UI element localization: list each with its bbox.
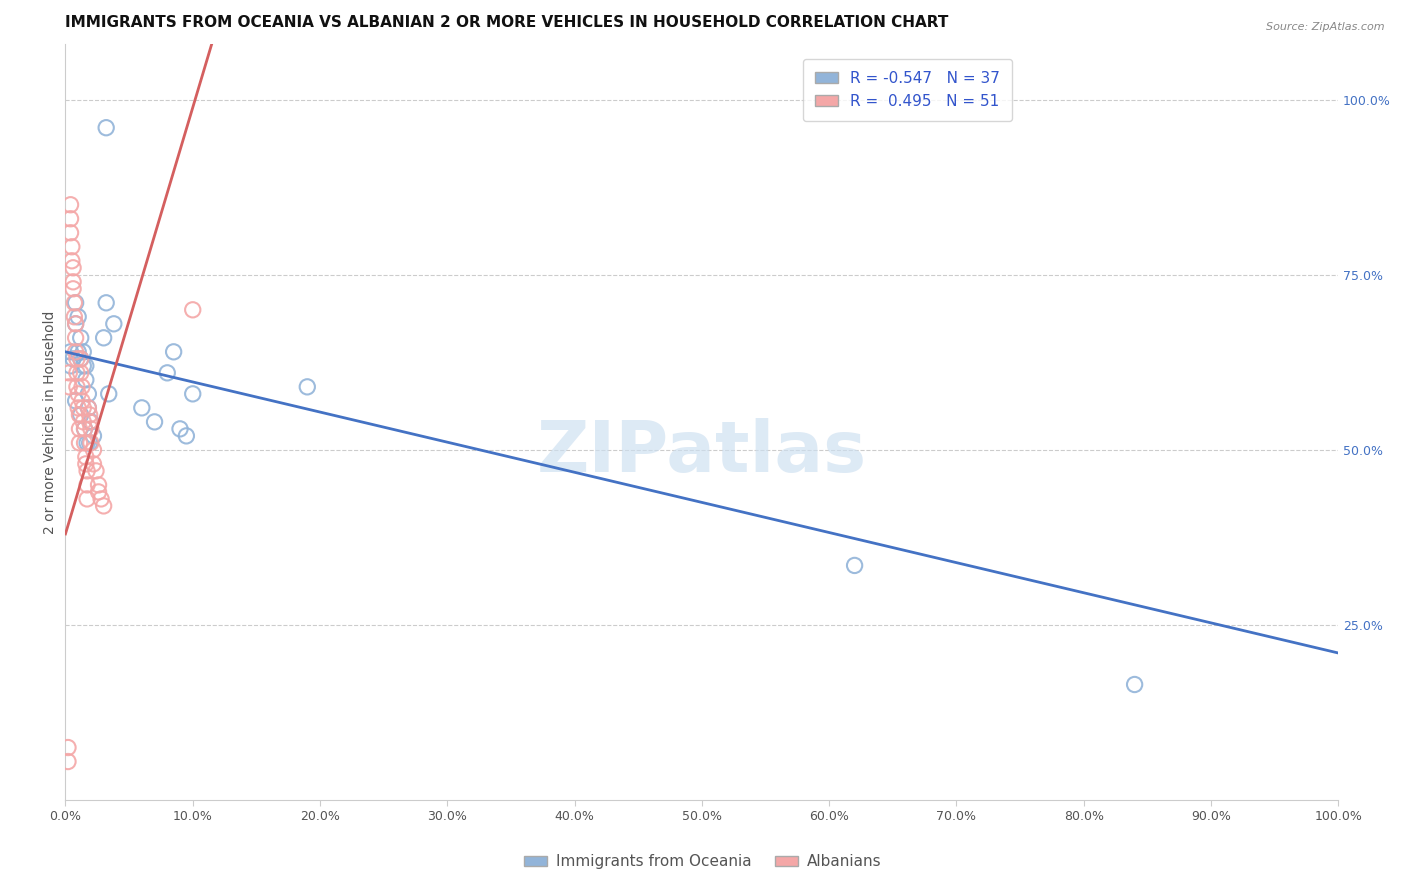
- Point: [65, 344, 87, 359]
- Point: [73, 422, 96, 436]
- Point: [69, 422, 91, 436]
- Point: [67, 401, 90, 415]
- Point: [66, 366, 89, 380]
- Point: [79, 408, 101, 422]
- Point: [58, 366, 80, 380]
- Point: [65, 295, 87, 310]
- Point: [82, 429, 104, 443]
- Point: [58, 380, 80, 394]
- Point: [69, 351, 91, 366]
- Point: [77, 387, 100, 401]
- Point: [181, 387, 204, 401]
- Point: [63, 295, 86, 310]
- Point: [69, 351, 91, 366]
- Point: [60, 240, 83, 254]
- Point: [72, 359, 94, 373]
- Point: [73, 422, 96, 436]
- Point: [77, 401, 100, 415]
- Point: [73, 435, 96, 450]
- Point: [65, 317, 87, 331]
- Point: [65, 393, 87, 408]
- Point: [59, 344, 82, 359]
- Point: [69, 435, 91, 450]
- Point: [103, 317, 125, 331]
- Point: [143, 415, 166, 429]
- Point: [96, 120, 118, 135]
- Point: [84, 464, 107, 478]
- Point: [80, 435, 103, 450]
- Point: [80, 422, 103, 436]
- Point: [62, 260, 84, 275]
- Point: [62, 282, 84, 296]
- Point: [59, 211, 82, 226]
- Point: [69, 408, 91, 422]
- Point: [76, 464, 98, 478]
- Point: [75, 373, 97, 387]
- Point: [75, 359, 97, 373]
- Point: [82, 457, 104, 471]
- Point: [59, 359, 82, 373]
- Point: [69, 366, 91, 380]
- Point: [69, 331, 91, 345]
- Point: [66, 351, 89, 366]
- Point: [93, 331, 115, 345]
- Point: [59, 226, 82, 240]
- Point: [70, 393, 93, 408]
- Point: [176, 429, 198, 443]
- Text: IMMIGRANTS FROM OCEANIA VS ALBANIAN 2 OR MORE VEHICLES IN HOUSEHOLD CORRELATION : IMMIGRANTS FROM OCEANIA VS ALBANIAN 2 OR…: [66, 15, 949, 30]
- Point: [163, 344, 186, 359]
- Point: [63, 310, 86, 324]
- Point: [70, 380, 93, 394]
- Point: [76, 435, 98, 450]
- Point: [72, 401, 94, 415]
- Point: [87, 484, 110, 499]
- Text: Source: ZipAtlas.com: Source: ZipAtlas.com: [1267, 22, 1385, 32]
- Point: [79, 435, 101, 450]
- Point: [72, 415, 94, 429]
- Point: [56, 755, 79, 769]
- Y-axis label: 2 or more Vehicles in Household: 2 or more Vehicles in Household: [44, 310, 58, 533]
- Point: [75, 457, 97, 471]
- Point: [90, 491, 112, 506]
- Point: [60, 253, 83, 268]
- Point: [75, 450, 97, 464]
- Point: [62, 275, 84, 289]
- Point: [65, 331, 87, 345]
- Text: ZIPatlas: ZIPatlas: [537, 417, 868, 487]
- Point: [67, 310, 90, 324]
- Point: [62, 351, 84, 366]
- Point: [96, 295, 118, 310]
- Point: [65, 317, 87, 331]
- Point: [67, 387, 90, 401]
- Point: [169, 422, 191, 436]
- Point: [87, 478, 110, 492]
- Point: [1123, 677, 1146, 691]
- Point: [72, 344, 94, 359]
- Point: [56, 740, 79, 755]
- Point: [97, 387, 120, 401]
- Point: [79, 415, 101, 429]
- Point: [77, 401, 100, 415]
- Point: [156, 366, 179, 380]
- Point: [76, 478, 98, 492]
- Point: [844, 558, 866, 573]
- Legend: R = -0.547   N = 37, R =  0.495   N = 51: R = -0.547 N = 37, R = 0.495 N = 51: [803, 59, 1012, 121]
- Point: [181, 302, 204, 317]
- Point: [66, 380, 89, 394]
- Point: [59, 198, 82, 212]
- Point: [69, 408, 91, 422]
- Point: [67, 344, 90, 359]
- Point: [297, 380, 319, 394]
- Point: [76, 491, 98, 506]
- Point: [93, 499, 115, 513]
- Point: [82, 442, 104, 457]
- Point: [80, 415, 103, 429]
- Legend: Immigrants from Oceania, Albanians: Immigrants from Oceania, Albanians: [519, 848, 887, 875]
- Point: [131, 401, 153, 415]
